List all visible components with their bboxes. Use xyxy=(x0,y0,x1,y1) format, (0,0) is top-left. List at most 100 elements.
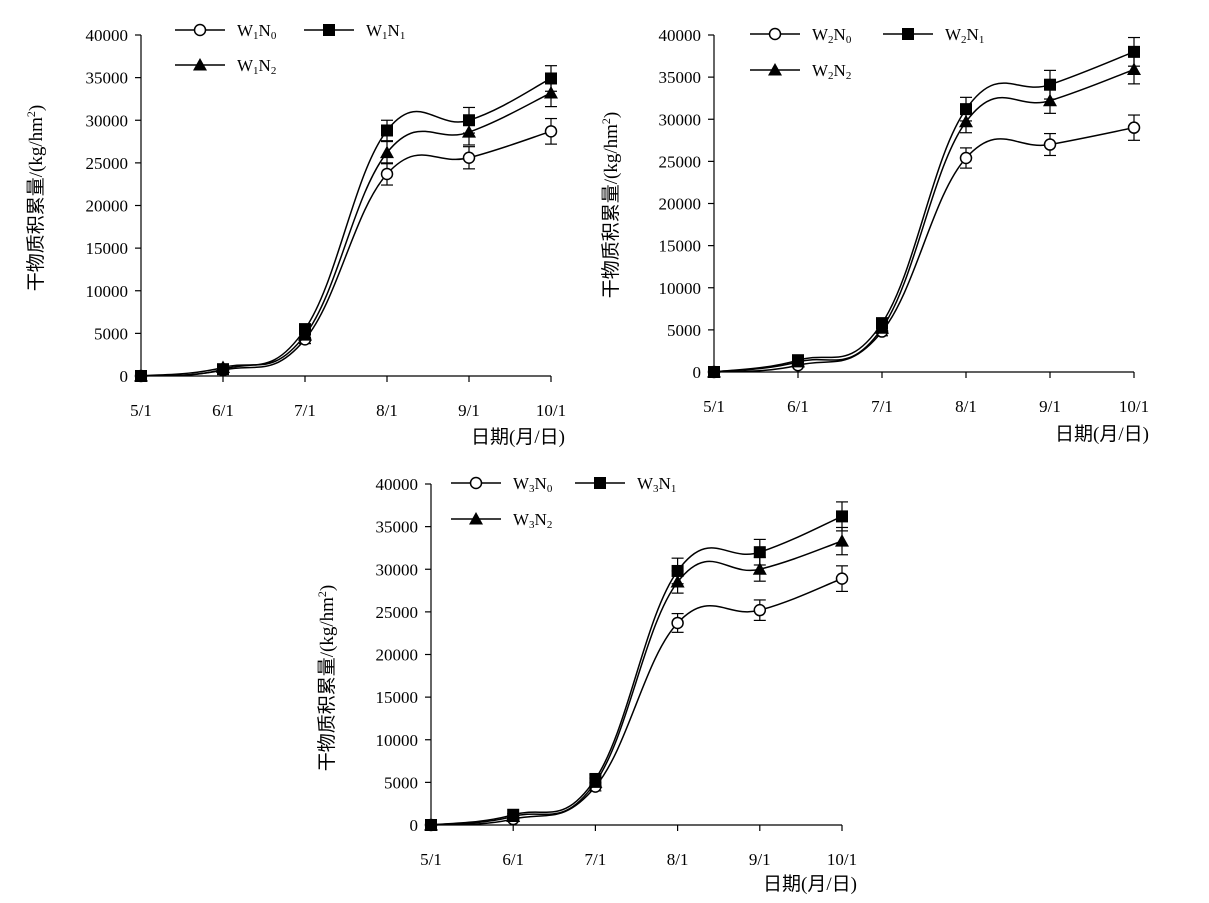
y-tick-label: 30000 xyxy=(86,111,129,130)
y-tick-label: 30000 xyxy=(659,110,702,129)
data-point xyxy=(753,603,767,617)
x-axis-title: 日期(月/日) xyxy=(1055,423,1149,445)
series-w1n2 xyxy=(134,78,558,382)
legend-label: W3N1 xyxy=(637,474,676,495)
data-point xyxy=(835,572,849,585)
series-line xyxy=(713,51,1135,373)
y-tick-label: 35000 xyxy=(376,518,419,537)
legend-marker xyxy=(469,476,483,490)
y-tick-label: 40000 xyxy=(659,26,702,45)
x-tick-label: 10/1 xyxy=(827,850,857,869)
x-tick-label: 7/1 xyxy=(585,850,607,869)
y-tick-label: 0 xyxy=(410,816,419,835)
chart-panel-w2: 0 5000 10000 15000 20000 25000 30000 35000 40000… xyxy=(599,25,1149,445)
data-point xyxy=(298,328,312,341)
data-point xyxy=(960,103,972,116)
x-tick-label: 9/1 xyxy=(1039,397,1061,416)
legend-label: W1N0 xyxy=(237,21,277,42)
data-point xyxy=(544,85,558,99)
legend-label: W2N1 xyxy=(945,25,984,46)
data-point xyxy=(1127,62,1141,76)
legend-entry-w1n0: W1N0 xyxy=(175,21,277,42)
data-point xyxy=(959,114,973,128)
legend-marker xyxy=(902,28,914,40)
x-tick-label: 7/1 xyxy=(294,401,316,420)
legend-label: W2N0 xyxy=(812,25,852,46)
data-point xyxy=(381,124,393,137)
x-tick-label: 5/1 xyxy=(420,850,442,869)
data-point xyxy=(1127,121,1141,134)
legend-entry-w2n2: W2N2 xyxy=(750,61,851,82)
data-point xyxy=(544,125,558,138)
series-w1n1 xyxy=(135,65,557,382)
x-tick-label: 8/1 xyxy=(955,397,977,416)
y-tick-label: 35000 xyxy=(659,68,702,87)
legend-entry-w3n0: W3N0 xyxy=(451,474,553,495)
series-w3n0 xyxy=(424,565,849,832)
legend-entry-w2n0: W2N0 xyxy=(750,25,852,46)
data-point xyxy=(707,365,721,378)
x-axis-title: 日期(月/日) xyxy=(471,426,565,448)
y-axis-title: 干物质积累量/(kg/hm2) xyxy=(315,585,338,772)
legend-entry-w3n1: W3N1 xyxy=(575,474,676,495)
data-point xyxy=(380,145,394,159)
x-tick-label: 8/1 xyxy=(376,401,398,420)
chart-panel-w1: 0 5000 10000 15000 20000 25000 30000 35000 40000… xyxy=(24,21,566,448)
x-axis-title: 日期(月/日) xyxy=(763,873,857,895)
series-line xyxy=(430,577,843,826)
series-line xyxy=(430,540,843,826)
data-point xyxy=(875,321,889,334)
x-tick-label: 5/1 xyxy=(703,397,725,416)
data-point xyxy=(216,360,230,373)
y-tick-label: 20000 xyxy=(659,195,702,214)
data-point xyxy=(424,818,438,831)
y-tick-label: 10000 xyxy=(86,282,129,301)
x-tick-label: 9/1 xyxy=(458,401,480,420)
legend-entry-w1n2: W1N2 xyxy=(175,56,276,77)
data-point xyxy=(1043,138,1057,151)
data-point xyxy=(506,809,521,822)
y-tick-label: 15000 xyxy=(86,239,129,258)
series-line xyxy=(713,126,1135,373)
data-point xyxy=(1043,93,1057,107)
y-tick-label: 15000 xyxy=(376,688,419,707)
legend-label: W1N2 xyxy=(237,56,276,77)
series-line xyxy=(140,130,552,377)
series-w2n1 xyxy=(708,36,1140,378)
data-point xyxy=(753,546,766,559)
x-tick-label: 6/1 xyxy=(212,401,234,420)
data-point xyxy=(462,125,476,138)
data-point xyxy=(134,369,148,382)
legend-marker xyxy=(768,27,782,41)
data-point xyxy=(588,775,603,788)
data-point xyxy=(380,167,394,181)
data-point xyxy=(791,354,805,368)
legend-label: W1N1 xyxy=(366,21,405,42)
legend-label: W3N2 xyxy=(513,510,552,531)
y-tick-label: 5000 xyxy=(384,773,418,792)
legend-marker xyxy=(469,512,483,525)
y-tick-label: 30000 xyxy=(376,560,419,579)
y-tick-label: 0 xyxy=(693,363,702,382)
y-tick-label: 0 xyxy=(120,367,129,386)
data-point xyxy=(671,616,684,630)
y-tick-label: 15000 xyxy=(659,237,702,256)
y-tick-label: 5000 xyxy=(94,324,128,343)
y-tick-label: 20000 xyxy=(376,646,419,665)
data-point xyxy=(835,534,849,547)
x-tick-label: 10/1 xyxy=(536,401,566,420)
legend-marker xyxy=(193,58,207,71)
data-point xyxy=(670,575,685,588)
y-tick-label: 25000 xyxy=(376,603,419,622)
x-tick-label: 10/1 xyxy=(1119,397,1149,416)
legend-marker xyxy=(768,63,782,76)
legend-marker xyxy=(323,24,335,36)
y-tick-label: 5000 xyxy=(667,321,701,340)
legend-entry-w1n1: W1N1 xyxy=(304,21,405,42)
x-tick-label: 6/1 xyxy=(787,397,809,416)
legend-label: W2N2 xyxy=(812,61,851,82)
x-tick-label: 9/1 xyxy=(749,850,771,869)
data-point xyxy=(545,72,557,85)
y-tick-label: 25000 xyxy=(659,152,702,171)
data-point xyxy=(959,151,973,165)
